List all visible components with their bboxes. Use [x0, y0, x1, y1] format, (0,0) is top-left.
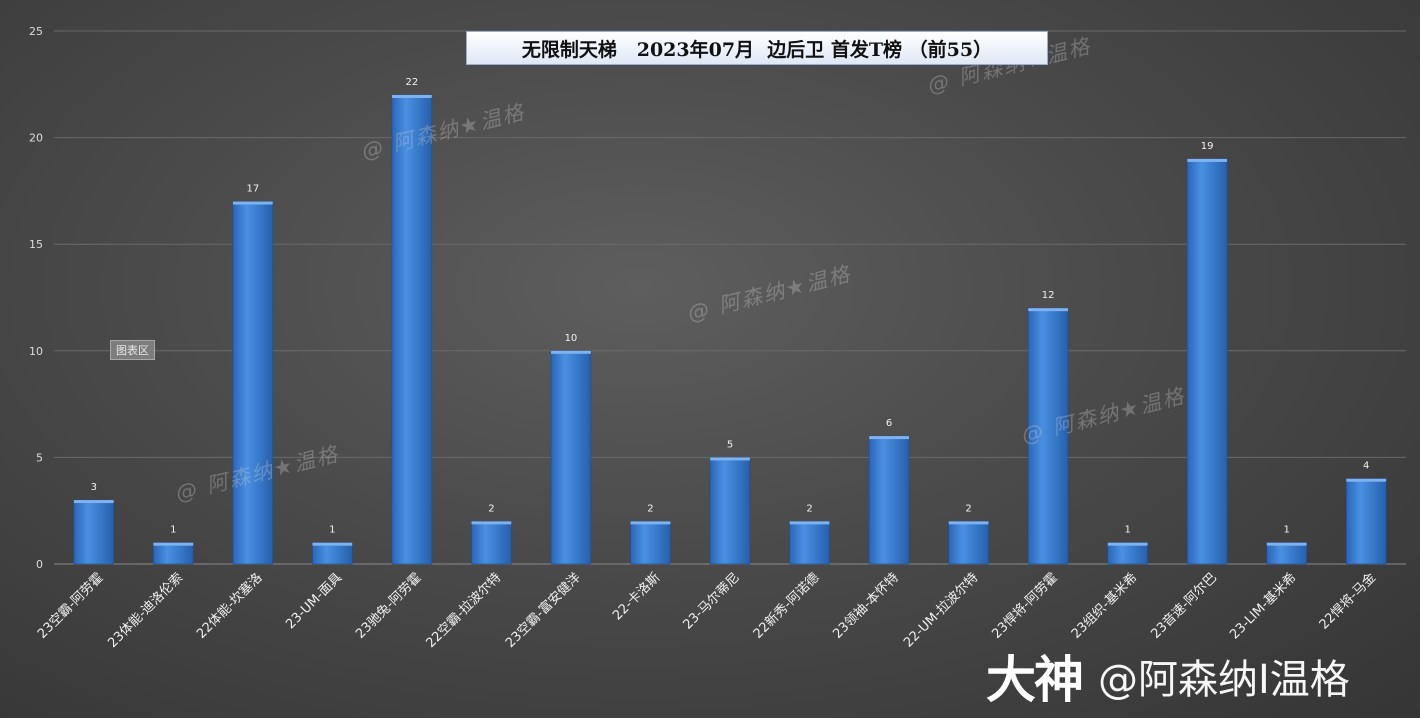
- data-label: 2: [647, 503, 653, 514]
- bar: [948, 521, 989, 565]
- bar: [630, 521, 671, 565]
- bar-highlight: [153, 542, 194, 546]
- data-label: 1: [329, 525, 335, 536]
- bar: [153, 542, 194, 565]
- bar: [1027, 307, 1069, 565]
- data-label: 2: [806, 503, 812, 514]
- bar-highlight: [471, 521, 512, 525]
- bar-highlight: [869, 436, 909, 440]
- bar: [1107, 542, 1148, 565]
- y-axis: 0 5 10 15 20 25: [29, 25, 43, 571]
- bars: [73, 94, 1387, 565]
- x-tick-label: 23体能-迪洛伦索: [105, 570, 186, 651]
- x-tick-label: 23-马尔蒂尼: [680, 570, 742, 632]
- bar-highlight: [312, 542, 353, 546]
- x-tick-label: 22空霸-拉波尔特: [423, 570, 504, 651]
- bar: [1186, 158, 1228, 565]
- x-tick-label: 23驰兔-阿劳霍: [352, 570, 424, 642]
- data-label: 22: [406, 77, 419, 88]
- bar: [312, 542, 353, 565]
- bar: [550, 350, 592, 565]
- x-tick-label: 22-卡洛斯: [610, 570, 663, 623]
- y-tick-label: 25: [29, 25, 43, 38]
- bar-highlight: [73, 500, 114, 504]
- bar: [73, 499, 114, 565]
- y-tick-label: 5: [36, 451, 43, 464]
- x-tick-label: 23空霸-阿劳霍: [34, 570, 106, 642]
- bar-highlight: [710, 457, 750, 461]
- x-tick-label: 23音速-阿尔巴: [1148, 570, 1220, 642]
- data-label: 3: [91, 482, 97, 493]
- bar: [789, 521, 830, 565]
- bar-highlight: [232, 201, 273, 205]
- x-tick-label: 23-LIM-基米希: [1227, 570, 1299, 642]
- bar-highlight: [1187, 158, 1228, 162]
- data-label: 4: [1363, 461, 1369, 472]
- data-label: 12: [1042, 290, 1055, 301]
- bar: [1266, 542, 1307, 565]
- bar-highlight: [1346, 478, 1387, 482]
- data-label: 2: [965, 503, 971, 514]
- bar: [1346, 478, 1387, 565]
- data-label: 1: [1124, 525, 1130, 536]
- data-label: 1: [170, 525, 176, 536]
- brand-logo: 大神: [986, 651, 1084, 709]
- chart-title: 无限制天梯 2023年07月 边后卫 首发T榜 （前55）: [521, 38, 993, 61]
- chart-title-box: 无限制天梯 2023年07月 边后卫 首发T榜 （前55）: [466, 31, 1048, 65]
- bar-highlight: [948, 521, 989, 525]
- data-label: 17: [246, 184, 259, 195]
- data-label: 2: [488, 503, 494, 514]
- bar: [868, 435, 910, 565]
- bar-highlight: [789, 521, 830, 525]
- x-tick-label: 23组织-基米希: [1069, 570, 1141, 642]
- bar-highlight: [1028, 308, 1068, 312]
- bar-highlight: [392, 94, 432, 98]
- y-tick-label: 10: [29, 345, 43, 358]
- brand-watermark: 大神 @阿森纳I温格: [986, 640, 1350, 712]
- y-tick-label: 15: [29, 238, 43, 251]
- bar-highlight: [1266, 542, 1307, 546]
- bar: [232, 201, 274, 565]
- x-tick-label: 22体能-坎塞洛: [193, 570, 265, 642]
- data-label: 10: [565, 333, 578, 344]
- x-tick-label: 23空霸-富安健洋: [502, 570, 583, 651]
- x-tick-label: 23悍将-阿劳霍: [989, 570, 1061, 642]
- y-tick-label: 0: [36, 558, 43, 571]
- x-tick-label: 23领袖-本怀特: [830, 570, 902, 642]
- chart-area-tag: 图表区: [110, 340, 155, 360]
- data-label: 1: [1284, 525, 1290, 536]
- x-tick-label: 22悍将-马金: [1316, 570, 1379, 633]
- brand-handle: @阿森纳I温格: [1098, 657, 1350, 703]
- data-label: 5: [727, 439, 733, 450]
- bar: [391, 94, 433, 565]
- y-tick-label: 20: [29, 132, 43, 145]
- x-tick-label: 22新秀-阿诺德: [750, 570, 822, 642]
- bar-highlight: [630, 521, 671, 525]
- bar-highlight: [551, 350, 591, 354]
- bar: [471, 521, 512, 565]
- bar: [709, 457, 751, 565]
- data-label: 19: [1201, 141, 1214, 152]
- data-label: 6: [886, 418, 892, 429]
- bar-highlight: [1107, 542, 1148, 546]
- x-tick-label: 22-UM-拉波尔特: [901, 570, 981, 650]
- x-tick-label: 23-UM-面具: [283, 570, 345, 632]
